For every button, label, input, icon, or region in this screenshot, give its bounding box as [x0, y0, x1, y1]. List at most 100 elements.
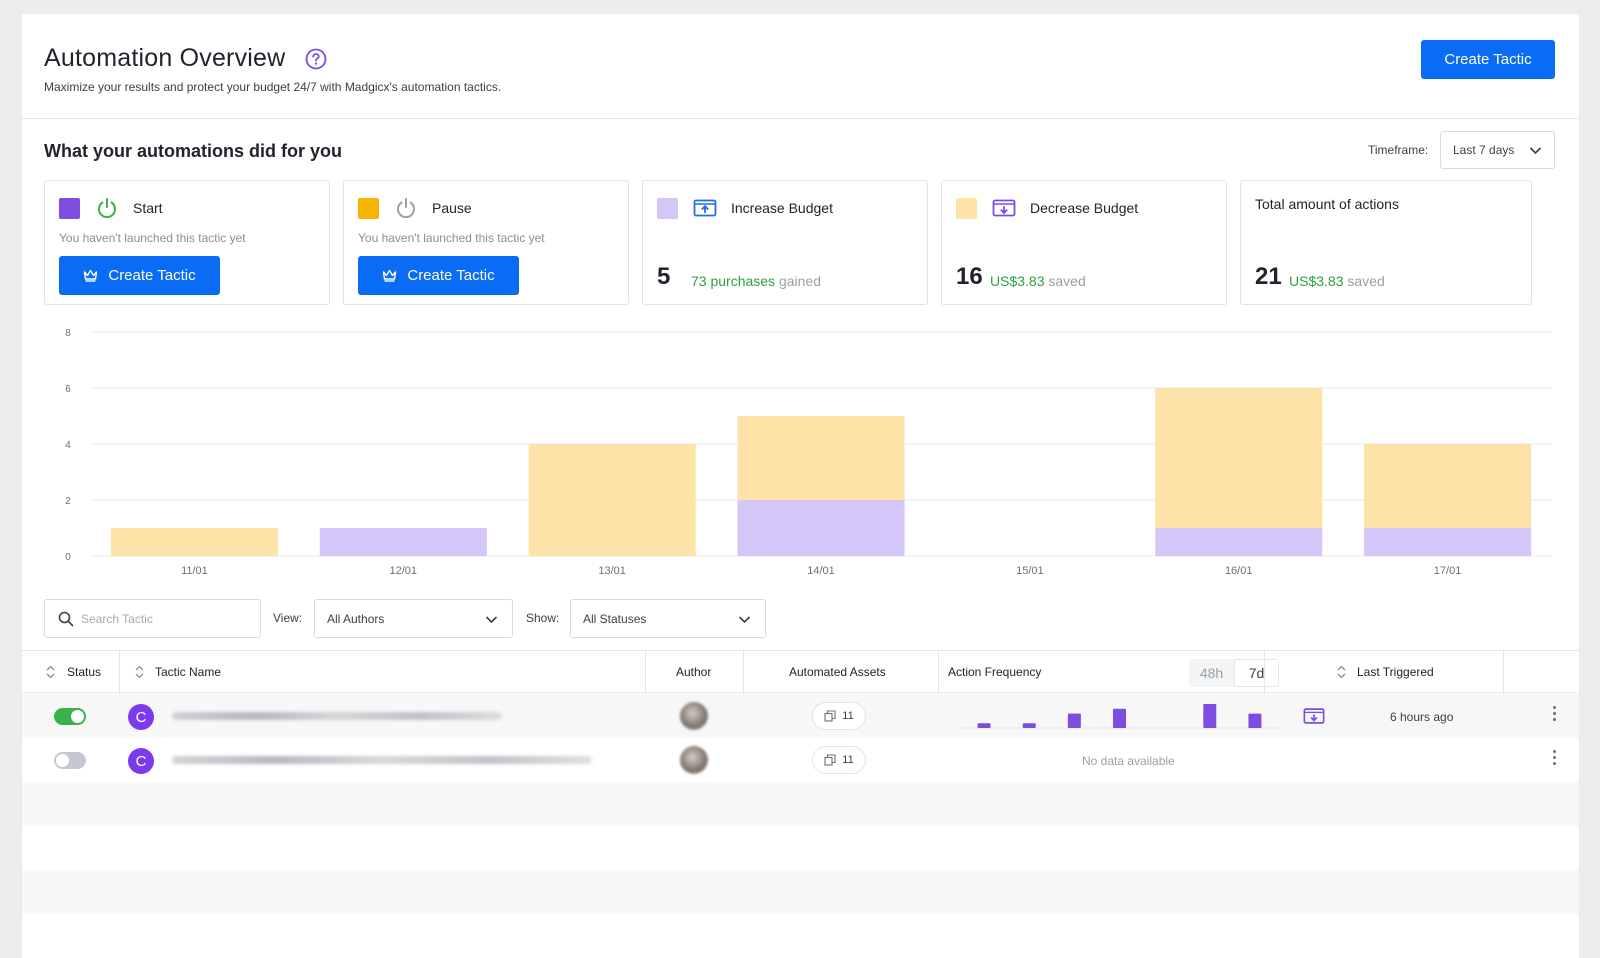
tab-7d[interactable]: 7d [1234, 659, 1279, 687]
author-avatar [680, 702, 708, 730]
y-tick-label: 8 [65, 328, 71, 339]
column-last-triggered[interactable]: Last Triggered [1357, 665, 1434, 679]
start-card: Start You haven't launched this tactic y… [44, 180, 330, 305]
frequency-bar [977, 723, 991, 728]
automated-assets-pill[interactable]: 11 [812, 746, 866, 774]
start-create-tactic-button[interactable]: Create Tactic [59, 256, 220, 295]
increase-card-title: Increase Budget [731, 200, 833, 216]
frequency-bar [1203, 704, 1217, 728]
chevron-down-icon [738, 616, 751, 624]
y-tick-label: 0 [65, 552, 71, 563]
create-tactic-button[interactable]: Create Tactic [1421, 40, 1555, 79]
y-tick-label: 2 [65, 496, 71, 507]
automated-assets-count: 11 [842, 754, 854, 766]
total-metric-suffix: saved [1347, 273, 1385, 289]
tactic-name-redacted[interactable] [172, 756, 592, 764]
sort-icon[interactable] [46, 665, 55, 679]
y-tick-label: 4 [65, 440, 71, 451]
help-icon[interactable] [305, 48, 327, 70]
row-menu-icon[interactable] [1551, 706, 1557, 726]
total-actions-card: Total amount of actions 21 US$3.83 saved [1240, 180, 1532, 305]
column-automated-assets: Automated Assets [789, 665, 886, 679]
frequency-tabs: 48h 7d [1189, 659, 1279, 687]
decrease-metric-suffix: saved [1048, 273, 1086, 289]
chart-bar-decrease-budget [737, 416, 905, 500]
authors-select[interactable]: All Authors [314, 599, 513, 638]
search-tactic-input[interactable] [81, 608, 251, 630]
x-tick-label: 16/01 [1225, 565, 1253, 577]
pause-create-tactic-label: Create Tactic [407, 267, 495, 284]
table-row[interactable]: C 11 6 hours ago [22, 694, 1579, 738]
chart-bar-decrease-budget [110, 528, 278, 556]
column-tactic-name[interactable]: Tactic Name [155, 665, 222, 679]
search-tactic-box[interactable] [44, 599, 261, 638]
decrease-budget-icon [1303, 708, 1325, 724]
automated-assets-count: 11 [842, 710, 854, 722]
tactic-avatar: C [128, 704, 154, 730]
last-triggered-value: 6 hours ago [1390, 710, 1454, 724]
status-toggle[interactable] [54, 708, 86, 725]
row-menu-icon[interactable] [1551, 750, 1557, 770]
decrease-budget-icon [992, 199, 1016, 217]
timeframe-value: Last 7 days [1453, 143, 1515, 157]
total-count: 21 [1255, 263, 1282, 290]
start-color-swatch [59, 198, 80, 219]
start-card-title: Start [133, 200, 163, 216]
frequency-bar [1022, 723, 1036, 728]
table-row[interactable]: C 11 No data available [22, 738, 1579, 782]
x-tick-label: 11/01 [181, 565, 208, 577]
increase-metric: 73 purchases gained [691, 273, 821, 289]
x-tick-label: 13/01 [598, 565, 626, 577]
column-divider [1503, 651, 1504, 694]
pause-color-swatch [358, 198, 379, 219]
power-icon [397, 198, 415, 219]
authors-select-value: All Authors [327, 611, 385, 626]
column-divider [1264, 651, 1265, 694]
automation-panel: Automation Overview Maximize your result… [22, 14, 1579, 958]
statuses-select[interactable]: All Statuses [570, 599, 766, 638]
chart-bar-decrease-budget [528, 444, 696, 556]
chart-bar-decrease-budget [1155, 388, 1323, 528]
sort-icon[interactable] [1337, 665, 1346, 679]
timeframe-label: Timeframe: [1368, 143, 1429, 157]
column-action-frequency: Action Frequency [948, 665, 1042, 679]
column-divider [119, 651, 120, 694]
column-divider [938, 651, 939, 694]
empty-row [22, 826, 1579, 870]
tab-48h[interactable]: 48h [1199, 665, 1224, 681]
status-toggle[interactable] [54, 752, 86, 769]
increase-metric-value: 73 purchases [691, 273, 776, 289]
increase-budget-icon [693, 199, 717, 217]
timeframe-select[interactable]: Last 7 days [1440, 131, 1555, 169]
automated-assets-pill[interactable]: 11 [812, 702, 866, 730]
increase-metric-suffix: gained [778, 273, 821, 289]
pause-create-tactic-button[interactable]: Create Tactic [358, 256, 519, 295]
statuses-select-value: All Statuses [583, 611, 647, 626]
increase-budget-card: Increase Budget 5 73 purchases gained [642, 180, 928, 305]
column-status[interactable]: Status [67, 665, 102, 679]
column-divider [743, 651, 744, 694]
chevron-down-icon [1529, 147, 1542, 155]
tactic-name-redacted[interactable] [172, 712, 502, 720]
copy-icon [824, 754, 836, 766]
page-subtitle: Maximize your results and protect your b… [44, 80, 502, 94]
view-label: View: [273, 611, 303, 625]
decrease-card-title: Decrease Budget [1030, 200, 1139, 216]
chart-bar-increase-budget [319, 528, 487, 556]
author-avatar [680, 746, 708, 774]
y-tick-label: 6 [65, 384, 71, 395]
show-label: Show: [526, 611, 560, 625]
pause-card-note: You haven't launched this tactic yet [358, 231, 545, 245]
start-card-note: You haven't launched this tactic yet [59, 231, 246, 245]
decrease-budget-card: Decrease Budget 16 US$3.83 saved [941, 180, 1227, 305]
power-icon [98, 198, 116, 219]
x-tick-label: 17/01 [1434, 565, 1462, 577]
actions-bar-chart: 0 2 4 6 8 11/01 12/01 13/01 14/01 15/01 16/01 17/01 [65, 328, 1552, 577]
chart-bar-increase-budget [1364, 528, 1532, 556]
frequency-bar [1067, 713, 1081, 728]
no-data-text: No data available [1082, 754, 1175, 768]
summary-title: What your automations did for you [44, 141, 342, 161]
decrease-color-swatch [956, 198, 977, 219]
sort-icon[interactable] [135, 665, 144, 679]
column-author: Author [676, 665, 712, 679]
